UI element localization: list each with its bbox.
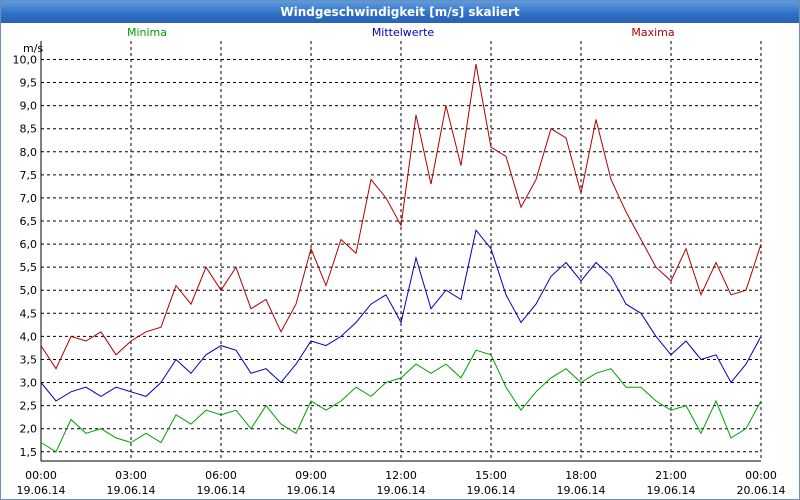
legend: Minima Mittelwerte Maxima [127,26,675,39]
x-tick-date: 19.06.14 [647,484,696,497]
x-tick-time: 03:00 [115,469,147,482]
y-tick-label: 9,5 [20,77,38,90]
series-line-minima [40,349,762,453]
y-tick-label: 2,0 [20,423,38,436]
x-tick-date: 19.06.14 [107,484,156,497]
x-tick-time: 00:00 [25,469,57,482]
wind-speed-chart: Minima Mittelwerte Maxima 1,5 2,0 2,5 3,0 3,5 4… [1,23,799,499]
x-tick-time: 00:00 [745,469,777,482]
y-tick-label: 6,5 [20,215,38,228]
y-tick-label: 8,5 [20,123,38,136]
series-lines [40,64,762,453]
y-tick-label: 4,5 [20,307,38,320]
x-tick-time: 09:00 [295,469,327,482]
x-tick-labels: 00:00 19.06.14 03:00 19.06.14 06:00 19.06.14 0… [17,469,786,497]
y-tick-label: 2,5 [20,400,38,413]
series-line-mittelwerte [40,229,762,402]
x-tick-date: 19.06.14 [287,484,336,497]
x-tick-date: 19.06.14 [17,484,66,497]
x-tick-time: 06:00 [205,469,237,482]
y-tick-label: 4,0 [20,330,38,343]
x-tick-time: 15:00 [475,469,507,482]
y-tick-label: 3,0 [20,377,38,390]
x-tick-time: 18:00 [565,469,597,482]
y-tick-label: 9,0 [20,100,38,113]
axes [40,41,761,462]
y-tick-labels: 1,5 2,0 2,5 3,0 3,5 4,0 4,5 5,0 5,5 6,0 6,5 7,0 7,5 8… [13,53,38,458]
chart-background [1,23,799,499]
y-tick-label: 5,5 [20,261,38,274]
x-tick-date: 19.06.14 [197,484,246,497]
x-tick-date: 19.06.14 [557,484,606,497]
series-line-maxima [40,64,762,370]
legend-minima: Minima [127,26,167,39]
x-tick-date: 20.06.14 [737,484,786,497]
y-tick-label: 7,0 [20,192,38,205]
x-tick-time: 12:00 [385,469,417,482]
y-tick-label: 10,0 [13,53,38,66]
x-tick-date: 19.06.14 [377,484,426,497]
legend-maxima: Maxima [631,26,674,39]
x-tick-date: 19.06.14 [467,484,516,497]
legend-mittelwerte: Mittelwerte [372,26,435,39]
y-tick-label: 5,0 [20,284,38,297]
window-title: Windgeschwindigkeit [m/s] skaliert [1,1,799,23]
y-tick-label: 1,5 [20,446,38,459]
y-tick-label: 6,0 [20,238,38,251]
y-tick-label: 8,0 [20,146,38,159]
y-tick-label: 3,5 [20,353,38,366]
y-axis-label: m/s [23,42,43,55]
grid [40,41,762,461]
y-tick-label: 7,5 [20,169,38,182]
x-tick-time: 21:00 [655,469,687,482]
